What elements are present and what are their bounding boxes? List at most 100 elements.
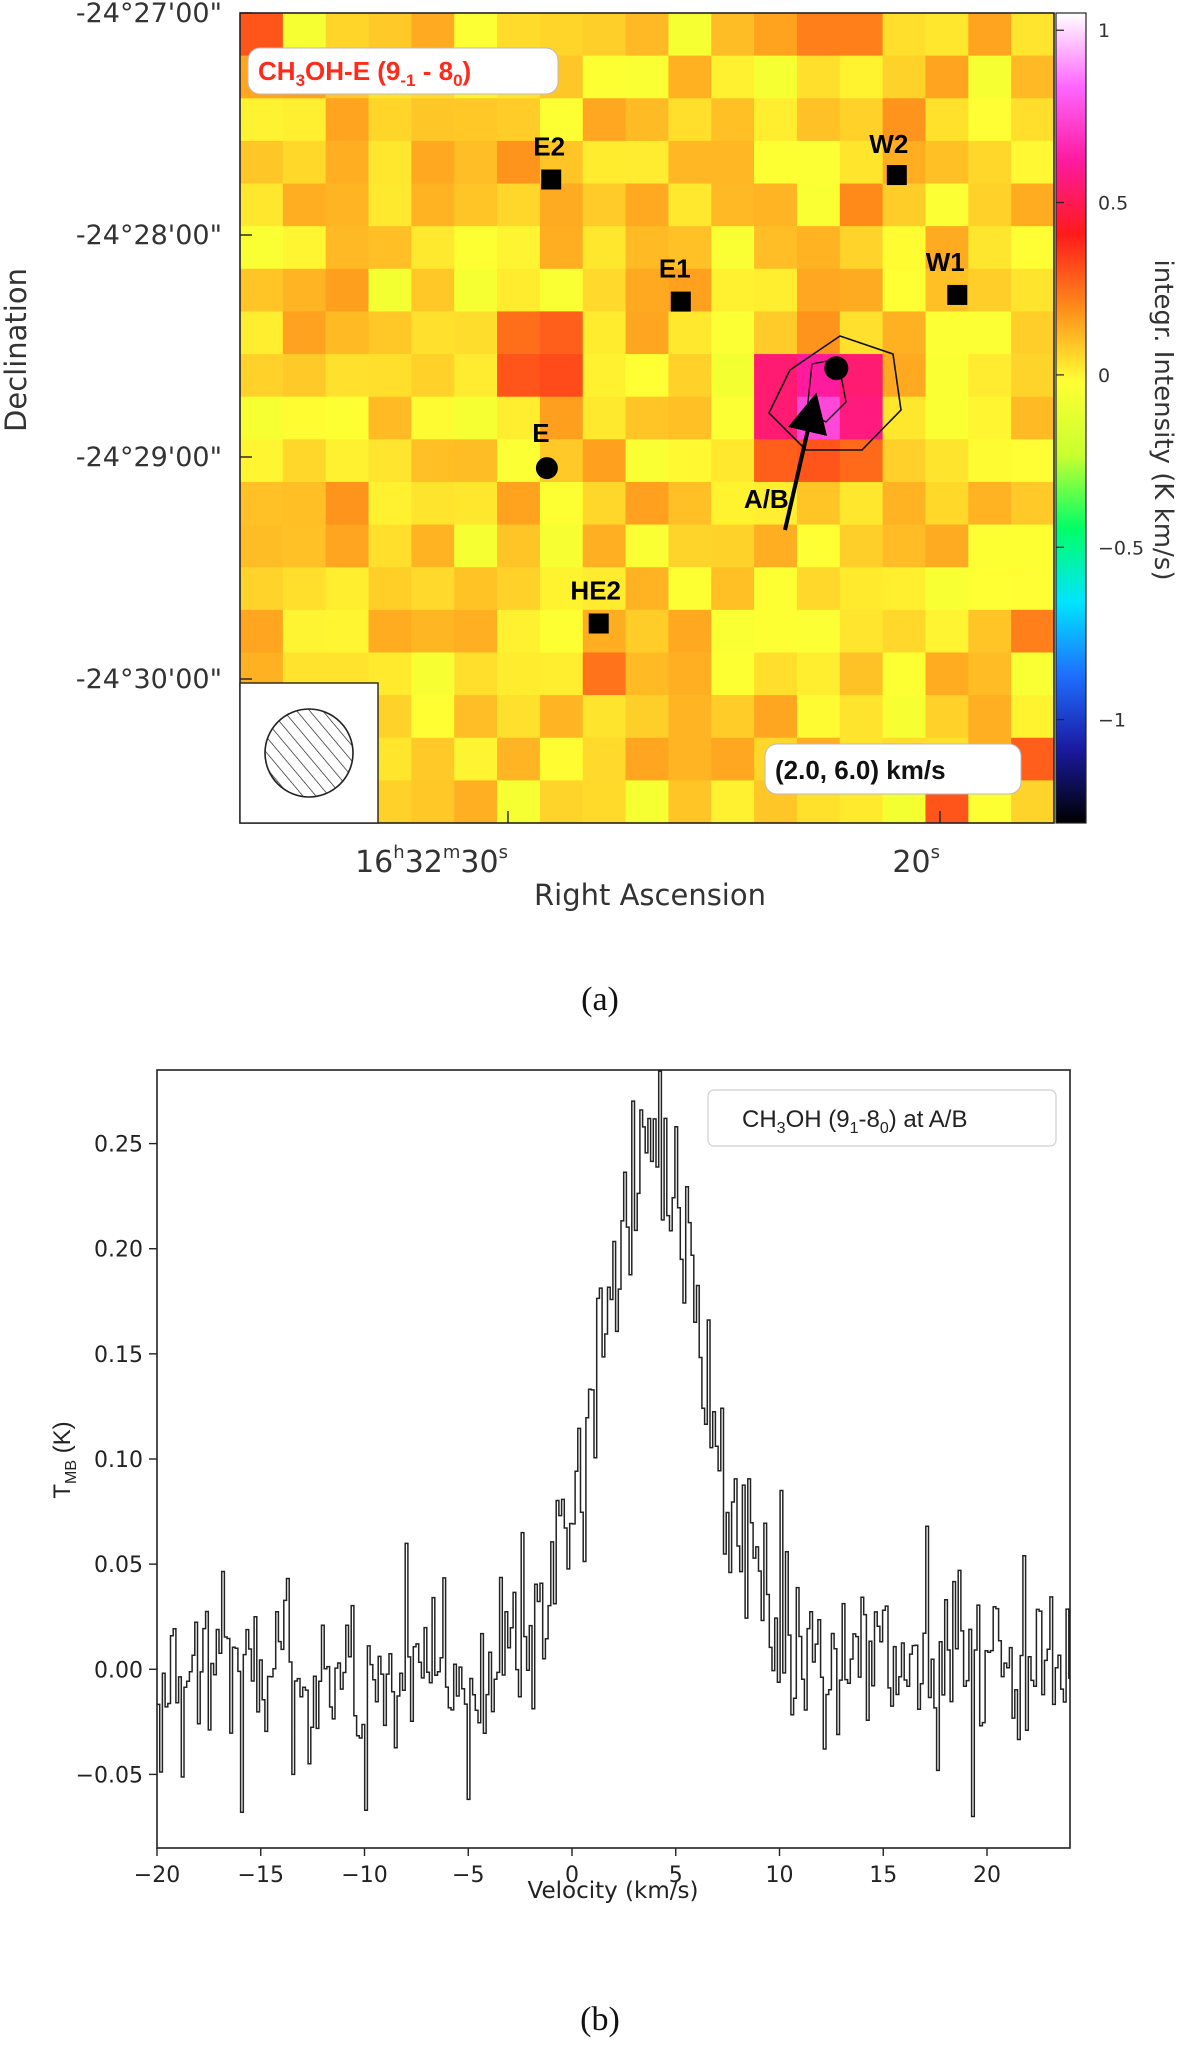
map-pixel (411, 226, 455, 270)
map-pixel (454, 98, 498, 142)
map-pixel (1011, 396, 1054, 440)
map-pixel (1011, 567, 1054, 611)
map-pixel (668, 609, 712, 654)
map-pixel (454, 226, 498, 270)
source-label: W1 (926, 247, 965, 277)
map-pixel (368, 311, 412, 355)
map-pixel (282, 524, 327, 568)
map-pixel (240, 354, 284, 398)
map-pixel (668, 439, 712, 483)
map-pixel (497, 354, 541, 398)
map-pixel (668, 140, 712, 185)
map-pixel (454, 311, 498, 355)
map-pixel (925, 140, 969, 185)
map-pixel (1011, 652, 1054, 696)
map-pixel (539, 226, 584, 270)
map-pixel (668, 652, 712, 696)
map-pixel (454, 140, 498, 185)
map-pixel (582, 567, 627, 611)
ab-arrow (783, 392, 828, 531)
map-pixel (368, 98, 412, 142)
map-pixel (625, 354, 670, 398)
map-pixel (582, 55, 627, 99)
map-pixel (282, 311, 327, 355)
map-pixel (796, 567, 841, 611)
map-xlabel: Right Ascension (534, 878, 766, 912)
map-pixel (925, 311, 969, 355)
map-title-badge: CH3OH-E (9-1 - 80) (247, 47, 559, 95)
velocity-badge: (2.0, 6.0) km/s (764, 743, 1022, 795)
map-pixel (882, 183, 927, 227)
map-pixel (839, 567, 884, 611)
map-pixel (368, 183, 412, 227)
map-pixel (968, 140, 1012, 185)
map-pixel (968, 567, 1012, 611)
map-pixel (668, 567, 712, 611)
map-pixel (668, 183, 712, 227)
source-marker (824, 356, 849, 381)
panel-a-map: CH3OH-E (9-1 - 80) (2.0, 6.0) km/s E2 W2E… (0, 0, 1178, 1018)
map-pixel (240, 524, 284, 568)
map-pixel (711, 396, 755, 440)
map-pixel (582, 439, 627, 483)
dec-tick-label: -24°30'00" (76, 664, 222, 695)
map-pixel (968, 695, 1012, 739)
map-pixel (411, 439, 455, 483)
map-pixel (625, 98, 670, 142)
map-pixel (497, 481, 541, 526)
map-pixel (282, 396, 327, 440)
map-pixel (754, 524, 798, 568)
map-pixel (796, 524, 841, 568)
map-pixel (625, 55, 670, 99)
x-tick-label: 5 (669, 1863, 683, 1888)
map-pixel (411, 780, 455, 823)
map-pixel (796, 183, 841, 227)
map-pixel (539, 396, 584, 440)
map-pixel (711, 481, 755, 526)
map-pixel (711, 55, 755, 99)
map-pixel (368, 140, 412, 185)
map-pixel (1011, 183, 1054, 227)
map-pixel (754, 98, 798, 142)
map-pixel (796, 695, 841, 739)
map-pixel (240, 140, 284, 185)
map-pixel (1011, 226, 1054, 270)
map-pixel (839, 140, 884, 185)
colorbar-gradient (1055, 12, 1087, 824)
map-pixel (282, 609, 327, 654)
map-pixel (240, 396, 284, 440)
map-pixel (754, 652, 798, 696)
map-pixel (754, 396, 798, 440)
map-pixel (325, 524, 370, 568)
map-title: CH3OH-E (9-1 - 80) (258, 56, 471, 90)
map-pixel (411, 567, 455, 611)
map-pixel (968, 268, 1012, 313)
map-pixel (968, 396, 1012, 440)
map-pixel (968, 55, 1012, 99)
map-pixel (497, 695, 541, 739)
y-tick-label: 0.15 (94, 1343, 143, 1368)
map-pixel (796, 311, 841, 355)
map-pixel (539, 98, 584, 142)
map-pixel (411, 140, 455, 185)
map-pixel (411, 354, 455, 398)
map-pixel (539, 567, 584, 611)
map-pixel (325, 183, 370, 227)
map-pixel (625, 439, 670, 483)
map-pixel (282, 98, 327, 142)
source-marker (535, 457, 558, 480)
map-pixel (925, 481, 969, 526)
map-pixel (539, 737, 584, 781)
colorbar-tick-label: 0 (1098, 365, 1110, 387)
y-tick-label: 0.05 (94, 1553, 143, 1578)
map-pixel (668, 354, 712, 398)
map-pixel (754, 55, 798, 99)
spectrum-ylabel: TMB (K) (49, 1421, 80, 1498)
colorbar-tick-label: 1 (1098, 20, 1110, 42)
map-pixel (711, 268, 755, 313)
map-pixel (796, 652, 841, 696)
map-pixel (711, 140, 755, 185)
map-pixel (1011, 268, 1054, 313)
map-pixel (497, 439, 541, 483)
map-pixel (882, 226, 927, 270)
